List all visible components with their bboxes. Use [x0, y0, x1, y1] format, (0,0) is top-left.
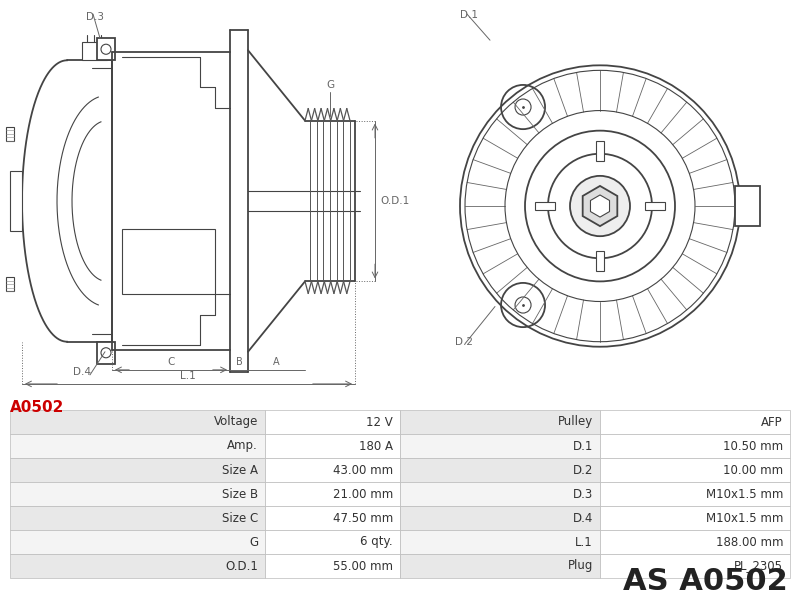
- Text: D.3: D.3: [86, 12, 104, 22]
- Bar: [97, 341, 115, 364]
- Text: 188.00 mm: 188.00 mm: [715, 535, 783, 548]
- Bar: [735, 186, 760, 226]
- Bar: [600, 410, 790, 434]
- Bar: [265, 458, 400, 482]
- Text: D.4: D.4: [573, 511, 593, 524]
- Text: O.D.1: O.D.1: [380, 196, 410, 206]
- Text: L.1: L.1: [180, 371, 196, 381]
- Bar: [82, 42, 107, 60]
- Text: Size C: Size C: [222, 511, 258, 524]
- Bar: [596, 140, 604, 161]
- Bar: [400, 482, 600, 506]
- Bar: [6, 277, 14, 292]
- Text: Voltage: Voltage: [214, 415, 258, 428]
- Text: AFP: AFP: [762, 415, 783, 428]
- Text: 43.00 mm: 43.00 mm: [333, 463, 393, 476]
- Text: L.1: L.1: [575, 535, 593, 548]
- Bar: [6, 127, 14, 140]
- Text: C: C: [167, 357, 174, 367]
- Bar: [535, 202, 555, 210]
- Text: 55.00 mm: 55.00 mm: [333, 559, 393, 572]
- Bar: [265, 554, 400, 578]
- Circle shape: [570, 176, 630, 236]
- Text: Amp.: Amp.: [227, 439, 258, 452]
- Bar: [645, 202, 665, 210]
- Bar: [10, 530, 265, 554]
- Bar: [10, 410, 265, 434]
- Text: D.3: D.3: [573, 487, 593, 500]
- Bar: [400, 506, 600, 530]
- Bar: [10, 482, 265, 506]
- Bar: [122, 229, 215, 295]
- Text: 180 A: 180 A: [359, 439, 393, 452]
- Text: D.4: D.4: [73, 367, 91, 377]
- Polygon shape: [590, 195, 610, 217]
- Text: D.1: D.1: [573, 439, 593, 452]
- Bar: [600, 458, 790, 482]
- Bar: [97, 38, 115, 60]
- Text: Plug: Plug: [568, 559, 593, 572]
- Bar: [265, 410, 400, 434]
- Bar: [400, 410, 600, 434]
- Text: D.1: D.1: [460, 10, 478, 20]
- Bar: [10, 434, 265, 458]
- Text: Size A: Size A: [222, 463, 258, 476]
- Text: G: G: [326, 80, 334, 91]
- Bar: [265, 506, 400, 530]
- Text: 10.00 mm: 10.00 mm: [723, 463, 783, 476]
- Text: 6 qty.: 6 qty.: [360, 535, 393, 548]
- Text: D.2: D.2: [573, 463, 593, 476]
- Text: G: G: [249, 535, 258, 548]
- Bar: [400, 554, 600, 578]
- Text: A: A: [273, 357, 280, 367]
- Bar: [400, 458, 600, 482]
- Polygon shape: [582, 186, 618, 226]
- Text: A0502: A0502: [10, 400, 64, 415]
- Text: AS A0502: AS A0502: [623, 567, 788, 596]
- Bar: [600, 482, 790, 506]
- Text: 47.50 mm: 47.50 mm: [333, 511, 393, 524]
- Bar: [265, 482, 400, 506]
- Bar: [596, 251, 604, 271]
- Bar: [400, 530, 600, 554]
- Text: PL_2305: PL_2305: [734, 559, 783, 572]
- Bar: [600, 554, 790, 578]
- Text: M10x1.5 mm: M10x1.5 mm: [706, 487, 783, 500]
- Text: 21.00 mm: 21.00 mm: [333, 487, 393, 500]
- Bar: [265, 434, 400, 458]
- Bar: [265, 530, 400, 554]
- Bar: [10, 506, 265, 530]
- Bar: [10, 554, 265, 578]
- Text: Pulley: Pulley: [558, 415, 593, 428]
- Bar: [10, 458, 265, 482]
- Text: M10x1.5 mm: M10x1.5 mm: [706, 511, 783, 524]
- Bar: [400, 434, 600, 458]
- Text: O.D.1: O.D.1: [225, 559, 258, 572]
- Text: Size B: Size B: [222, 487, 258, 500]
- Text: B: B: [236, 357, 242, 367]
- Bar: [10, 171, 22, 231]
- Bar: [600, 530, 790, 554]
- Bar: [600, 434, 790, 458]
- Text: 10.50 mm: 10.50 mm: [723, 439, 783, 452]
- Text: D.2: D.2: [455, 337, 473, 347]
- Bar: [600, 506, 790, 530]
- Text: 12 V: 12 V: [366, 415, 393, 428]
